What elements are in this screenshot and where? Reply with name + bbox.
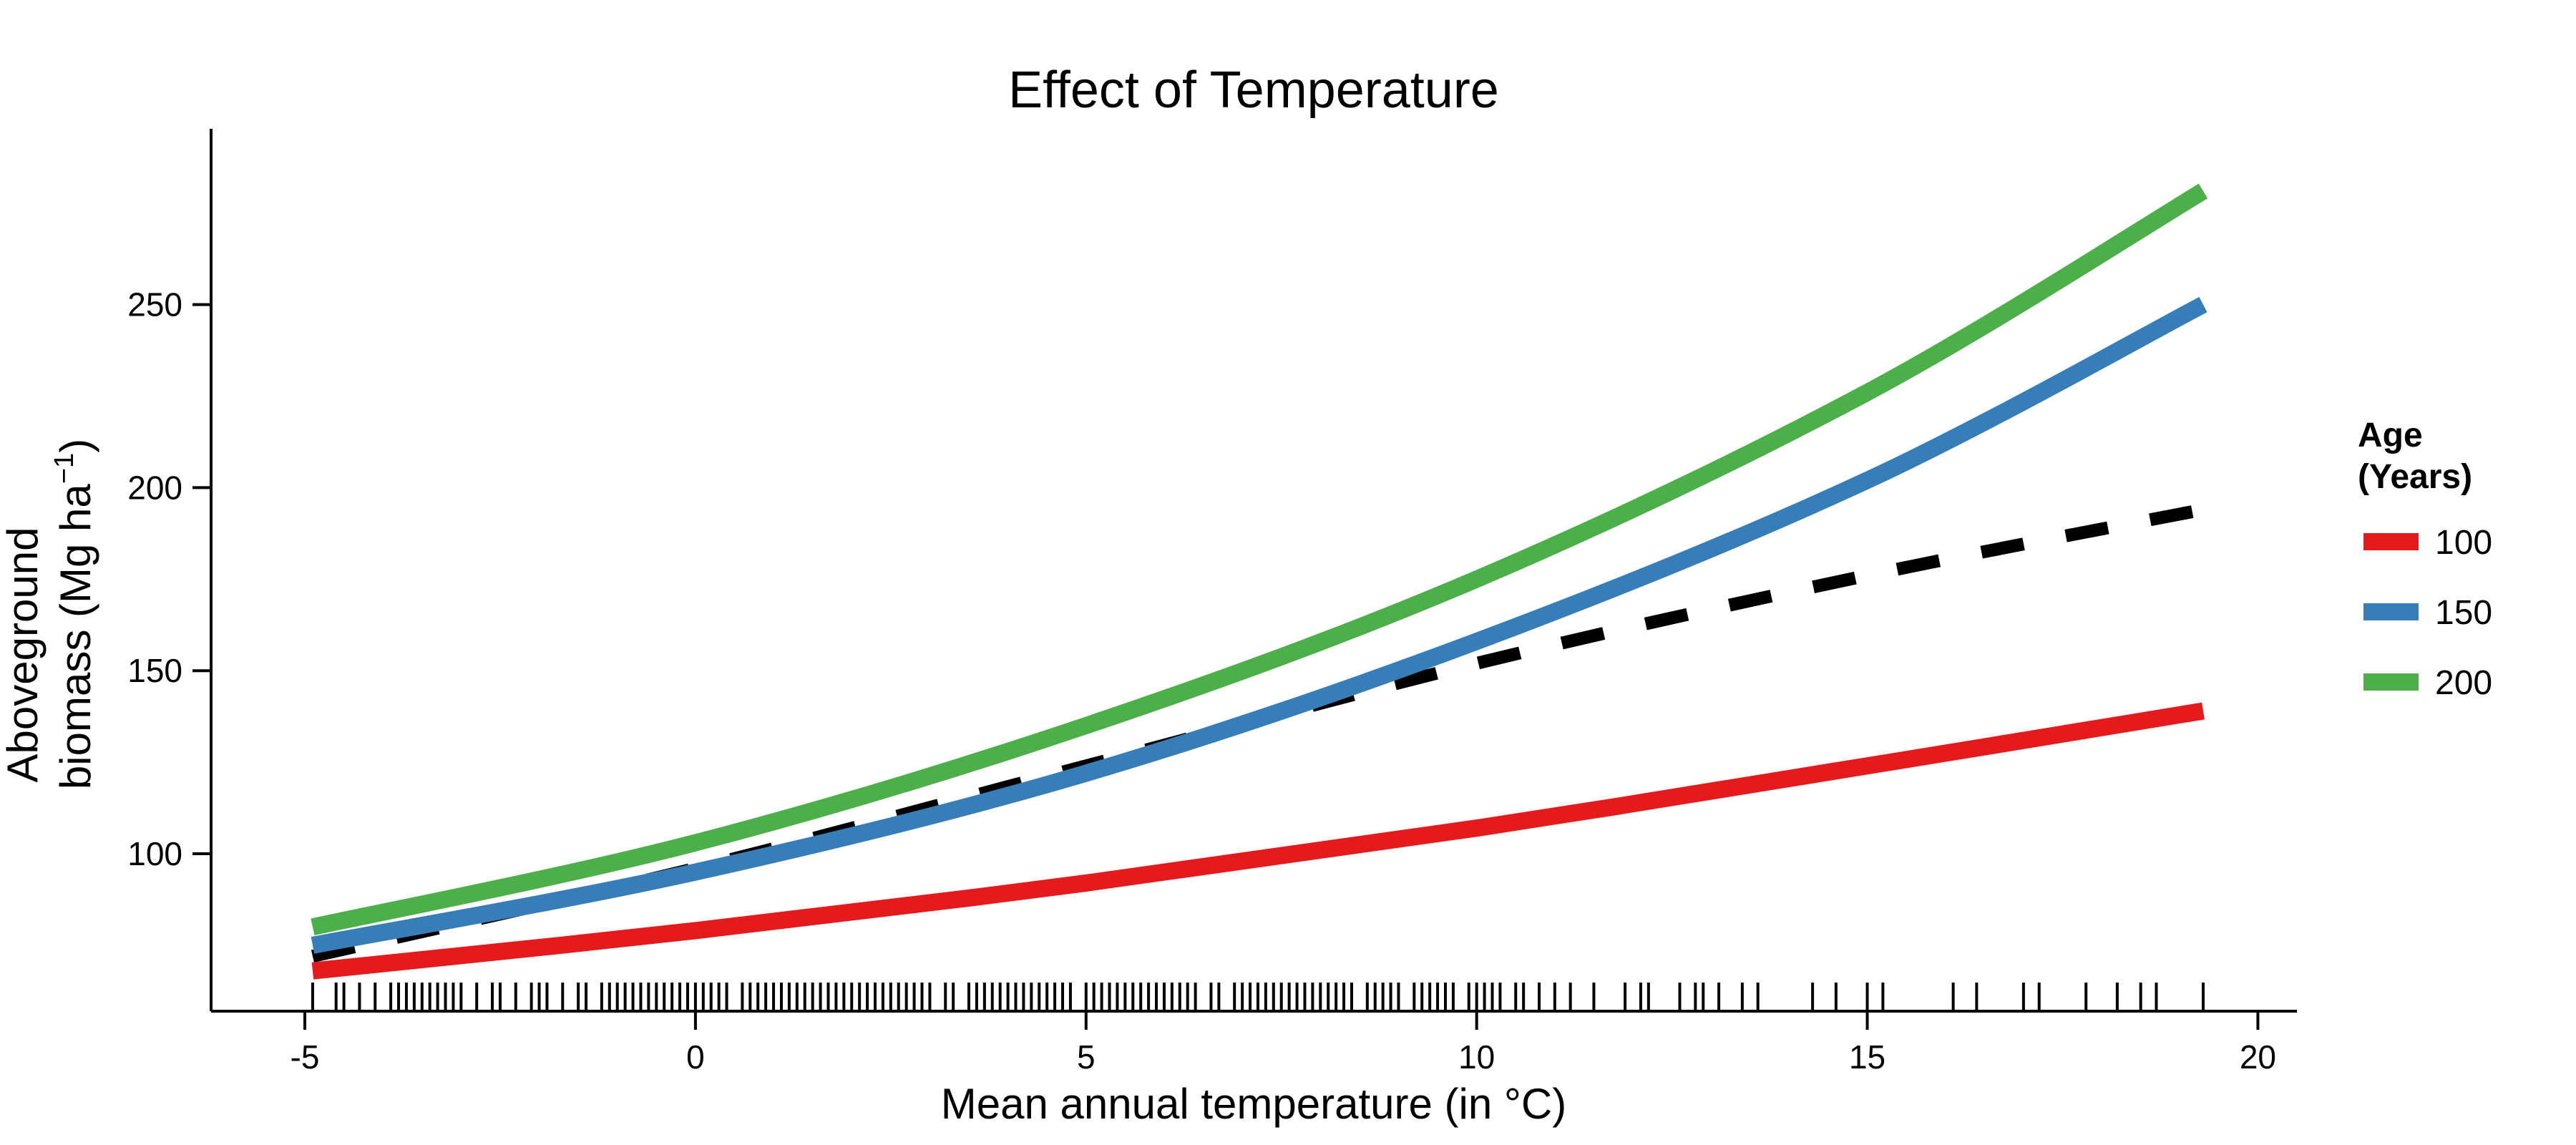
legend-label-100: 100 (2435, 524, 2492, 562)
y-axis-title-close: ) (52, 439, 99, 453)
series-line-200 (311, 183, 2208, 936)
x-tick-label: 5 (1077, 1038, 1096, 1076)
legend-title-line2: (Years) (2358, 458, 2473, 496)
legend-title: Age (Years) (2358, 415, 2472, 498)
series-lines (311, 183, 2208, 980)
y-axis-title: Aboveground biomass (Mg ha−1) (0, 439, 99, 789)
x-tick-label: 10 (1458, 1038, 1495, 1076)
y-tick-label: 250 (127, 286, 182, 323)
x-axis-title: Mean annual temperature (in °C) (941, 1080, 1566, 1128)
x-tick-label: 0 (686, 1038, 705, 1076)
chart-title: Effect of Temperature (1008, 62, 1499, 119)
x-tick-label: 20 (2240, 1038, 2276, 1076)
y-tick-label: 100 (127, 835, 182, 872)
y-tick-label: 200 (127, 469, 182, 506)
legend-title-line1: Age (2358, 416, 2423, 454)
x-axis-ticks: -5 0 5 10 15 20 (291, 1011, 2276, 1076)
x-tick-label: 15 (1849, 1038, 1885, 1076)
y-axis-ticks: 100 150 200 250 (127, 286, 211, 872)
y-axis-title-superscript: −1 (49, 453, 79, 484)
legend-label-200: 200 (2435, 664, 2492, 702)
x-tick-label: -5 (291, 1038, 320, 1076)
legend-label-150: 150 (2435, 594, 2492, 632)
y-axis-title-line2: biomass (Mg ha−1) (49, 439, 99, 789)
y-tick-label: 150 (127, 652, 182, 689)
legend: 100 150 200 (2363, 524, 2492, 702)
y-axis-title-text: biomass (Mg ha (52, 484, 99, 789)
y-axis-title-line1: Aboveground (0, 527, 47, 783)
series-line-100 (311, 702, 2205, 980)
rug-marks (311, 983, 2205, 1010)
series-line-150 (311, 296, 2207, 954)
